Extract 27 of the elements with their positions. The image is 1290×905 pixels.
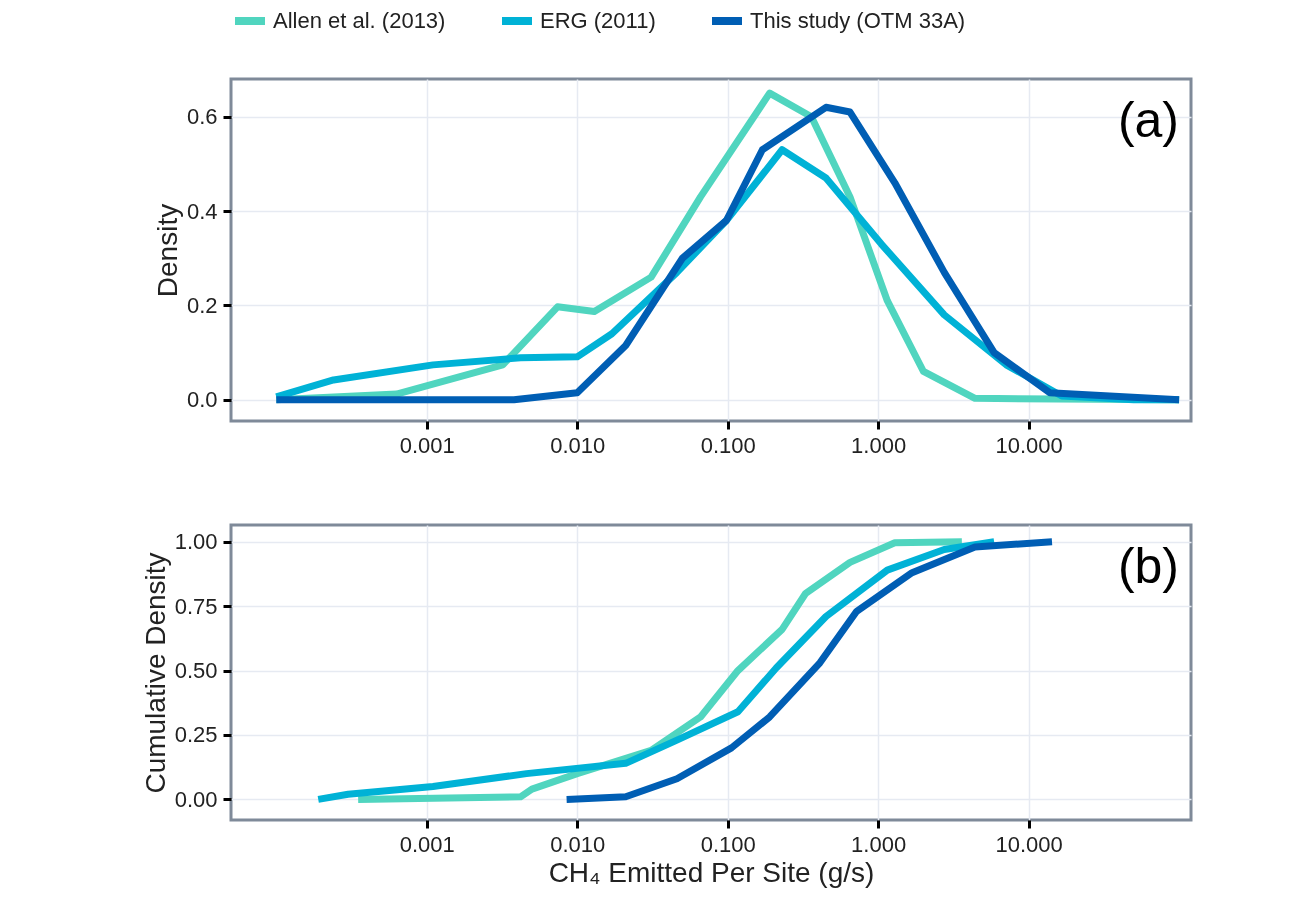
y-tick-label: 1.00 bbox=[174, 529, 218, 555]
y-tick-label: 0.6 bbox=[186, 104, 218, 130]
x-tick-label: 0.001 bbox=[399, 831, 455, 857]
y-tick-label: 0.00 bbox=[174, 786, 218, 812]
legend-label: This study (OTM 33A) bbox=[750, 8, 966, 33]
x-axis-title: CH₄ Emitted Per Site (g/s) bbox=[548, 856, 875, 888]
y-tick-label: 0.0 bbox=[186, 387, 218, 413]
x-tick-label: 0.100 bbox=[700, 432, 756, 458]
legend-label: ERG (2011) bbox=[540, 8, 656, 33]
annotation: (a) bbox=[1117, 92, 1179, 148]
y-tick-label: 0.25 bbox=[174, 722, 218, 748]
x-tick-label: 10.000 bbox=[995, 432, 1063, 458]
y-axis-title: Density bbox=[151, 203, 183, 298]
annotation: (b) bbox=[1117, 538, 1179, 594]
x-tick-label: 0.010 bbox=[550, 432, 606, 458]
y-tick-label: 0.50 bbox=[174, 658, 218, 684]
x-tick-label: 0.010 bbox=[550, 831, 606, 857]
x-tick-label: 10.000 bbox=[995, 831, 1063, 857]
legend-label: Allen et al. (2013) bbox=[273, 8, 446, 33]
x-tick-label: 0.001 bbox=[399, 432, 455, 458]
y-tick-label: 0.4 bbox=[186, 198, 218, 224]
x-tick-label: 1.000 bbox=[851, 432, 907, 458]
x-tick-label: 1.000 bbox=[851, 831, 907, 857]
y-tick-label: 0.75 bbox=[174, 593, 218, 619]
y-axis-title: Cumulative Density bbox=[139, 552, 171, 794]
x-tick-label: 0.100 bbox=[700, 831, 756, 857]
y-tick-label: 0.2 bbox=[186, 292, 218, 318]
